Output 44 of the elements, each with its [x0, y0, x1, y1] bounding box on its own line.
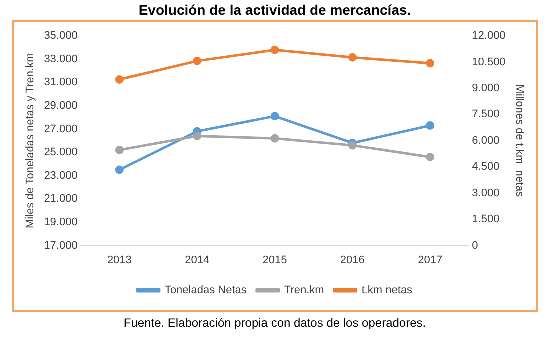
point — [270, 112, 280, 121]
legend-label: Tren.km — [284, 284, 324, 297]
legend-label: t.km netas — [362, 284, 414, 297]
y2-tick-label: 12.000 — [472, 30, 506, 42]
point — [270, 134, 280, 143]
point — [115, 166, 124, 174]
y-tick-label: 31.000 — [44, 76, 78, 89]
point — [426, 59, 435, 68]
y-tick-label: 25.000 — [44, 146, 78, 159]
y2-tick-label: 10.500 — [472, 56, 506, 68]
y2-tick-label: 3.000 — [472, 187, 500, 200]
y-tick-label: 35.000 — [44, 30, 78, 42]
y-tick-label: 23.000 — [44, 170, 78, 182]
point — [115, 146, 124, 154]
y2-tick-label: 9.000 — [472, 82, 500, 94]
y2-tick-label: 6.000 — [472, 134, 500, 147]
y-tick-label: 19.000 — [44, 216, 78, 229]
point — [270, 46, 280, 54]
point — [426, 122, 435, 130]
point — [348, 141, 357, 150]
y2-tick-label: 4.500 — [472, 161, 500, 174]
y-tick-label: 27.000 — [44, 123, 78, 136]
x-tick-label: 2017 — [418, 254, 443, 266]
chart-title: Evolución de la actividad de mercancías. — [138, 2, 412, 18]
y2-axis-title: Millones de t.km netas — [513, 84, 526, 198]
point — [193, 132, 202, 140]
y-tick-label: 17.000 — [44, 240, 78, 252]
y-axis-title: Miles de Toneladas netas y Tren.km — [24, 53, 37, 229]
point — [193, 56, 202, 66]
x-tick-label: 2016 — [340, 254, 365, 266]
x-tick-label: 2015 — [262, 254, 288, 266]
point — [115, 75, 124, 84]
y-tick-label: 21.000 — [44, 193, 78, 206]
y2-tick-label: 1.500 — [472, 214, 500, 226]
point — [348, 53, 357, 62]
source-note: Fuente. Elaboración propia con datos de los operadores. — [122, 316, 428, 330]
x-tick-label: 2014 — [185, 254, 210, 266]
legend-label: Toneladas Netas — [164, 284, 248, 297]
y-tick-label: 33.000 — [44, 53, 78, 66]
point — [426, 152, 435, 162]
x-tick-label: 2013 — [107, 254, 132, 266]
y2-tick-label: 0 — [472, 240, 478, 252]
y-tick-label: 29.000 — [44, 100, 78, 112]
y2-tick-label: 7.500 — [472, 108, 500, 121]
